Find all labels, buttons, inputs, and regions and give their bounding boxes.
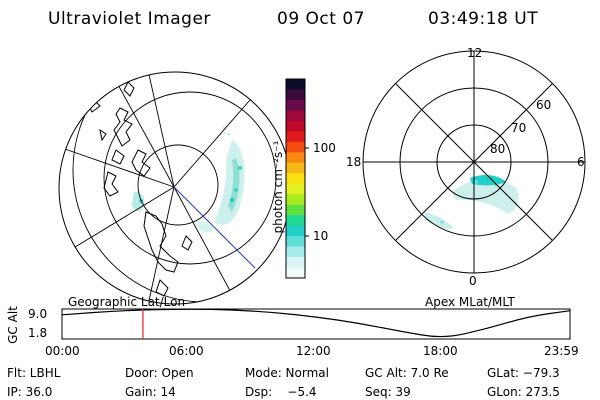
colorbar-segment <box>286 257 305 269</box>
colorbar-segment <box>286 79 305 90</box>
altitude-ytick-bottom: 1.8 <box>28 326 48 340</box>
altitude-y-label: GC Alt <box>6 306 20 344</box>
footer-mode: Mode: Normal <box>245 366 329 380</box>
time-label: 03:49:18 UT <box>428 9 539 29</box>
altitude-plot-frame <box>61 308 571 340</box>
mlt-0-label: 0 <box>469 274 477 288</box>
aurora-emission-left <box>132 126 245 233</box>
colorbar-segment <box>286 267 305 279</box>
mlt-18-label: 18 <box>346 155 362 169</box>
colorbar-segment <box>286 141 305 153</box>
app-title: Ultraviolet Imager <box>48 9 211 29</box>
colorbar-segment <box>286 162 305 174</box>
mlat-80-label: 80 <box>490 142 506 156</box>
altitude-curve <box>61 308 571 338</box>
right-map-caption: Apex MLat/MLT <box>425 295 515 309</box>
mlat-60-label: 60 <box>536 98 552 112</box>
colorbar-segment <box>286 204 305 216</box>
colorbar-unit-label: photon cm⁻²s⁻¹ <box>271 140 285 234</box>
aurora-emission-right <box>424 175 519 229</box>
altitude-ytick-top: 9.0 <box>28 307 48 321</box>
colorbar-segment <box>286 236 305 248</box>
color-scale-bar <box>285 78 306 279</box>
latitude-circles <box>59 72 291 304</box>
x-tick-0000: 00:00 <box>45 344 80 358</box>
magnetic-map <box>362 50 586 274</box>
colorbar-segment <box>286 131 305 143</box>
footer-glat: GLat: −79.3 <box>487 366 560 380</box>
colorbar-segment <box>286 215 305 227</box>
colorbar-segment <box>286 194 305 206</box>
footer-ip: IP: 36.0 <box>7 385 53 399</box>
colorbar-ticks <box>305 147 309 237</box>
date-label: 09 Oct 07 <box>277 9 365 29</box>
footer-door: Door: Open <box>125 366 194 380</box>
mlat-80-circle <box>436 124 512 200</box>
footer-gain: Gain: 14 <box>125 385 176 399</box>
mlt-6-label: 6 <box>577 155 585 169</box>
colorbar-segment <box>286 152 305 164</box>
mlat-70-label: 70 <box>511 121 527 135</box>
geographic-map <box>58 71 292 305</box>
mlat-60-circle <box>362 50 586 274</box>
footer-gc-alt: GC Alt: 7.0 Re <box>365 366 449 380</box>
longitude-lines <box>61 72 251 304</box>
colorbar-segment <box>286 246 305 258</box>
mlt-12-label: 12 <box>467 46 483 60</box>
x-tick-2359: 23:59 <box>544 344 579 358</box>
colorbar-frame <box>285 78 306 279</box>
footer-glon: GLon: 273.5 <box>487 385 560 399</box>
colorbar-segment <box>286 110 305 122</box>
colorbar-segment <box>286 173 305 185</box>
sun-direction-line <box>173 186 256 269</box>
colorbar-segment <box>286 99 305 111</box>
x-tick-0600: 06:00 <box>169 344 204 358</box>
colorbar-tick-100: 100 <box>313 141 336 155</box>
mlat-70-circle <box>399 87 549 237</box>
left-map-caption: Geographic Lat/Lon <box>68 295 186 309</box>
x-tick-1800: 18:00 <box>423 344 458 358</box>
colorbar-segment <box>286 225 305 237</box>
footer-filter: Flt: LBHL <box>7 366 61 380</box>
colorbar-segment <box>286 89 305 101</box>
colorbar-tick-10: 10 <box>313 229 329 243</box>
x-tick-1200: 12:00 <box>296 344 331 358</box>
footer-seq: Seq: 39 <box>365 385 411 399</box>
footer-dsp: Dsp: −5.4 <box>245 385 317 399</box>
colorbar-segment <box>286 183 305 195</box>
colorbar-segment <box>286 120 305 132</box>
altitude-plot <box>61 308 571 340</box>
